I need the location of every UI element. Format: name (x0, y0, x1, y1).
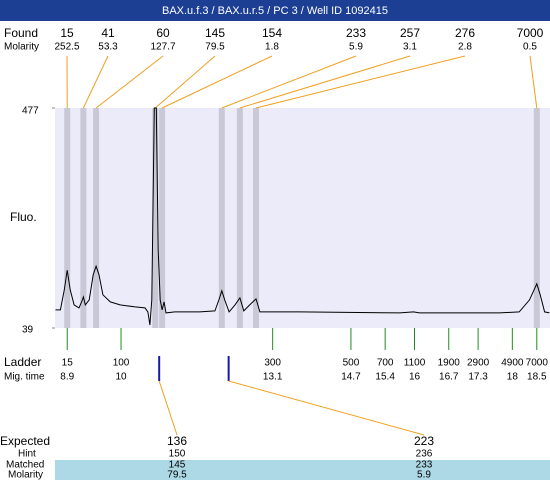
found-size: 145 (205, 26, 225, 40)
expected-size: 136 (167, 434, 187, 448)
found-size: 41 (101, 26, 115, 40)
found-size: 257 (400, 26, 420, 40)
ladder-mig-time: 18.5 (527, 372, 547, 383)
found-size: 276 (455, 26, 475, 40)
peak-connector (529, 55, 538, 109)
peak-band (218, 108, 225, 328)
plot-area (55, 108, 550, 328)
peak-band (93, 108, 100, 328)
expected-label: Expected (0, 434, 50, 448)
ladder-size: 2900 (467, 358, 490, 369)
expected-size: 223 (414, 434, 434, 448)
ladder-mig-time: 10 (115, 372, 127, 383)
ladder-size: 4900 (501, 358, 524, 369)
ladder-size: 100 (113, 358, 130, 369)
ladder-size: 300 (264, 358, 281, 369)
ladder-size: 7000 (526, 358, 549, 369)
found-molarity: 1.8 (265, 42, 279, 53)
ladder-mig-time: 15.4 (375, 372, 395, 383)
found-molarity: 5.9 (349, 42, 363, 53)
found-size: 7000 (517, 26, 544, 40)
ladder-size: 1100 (404, 358, 426, 369)
peak-connector (161, 55, 273, 109)
found-size: 60 (156, 26, 170, 40)
expected-connector (158, 380, 178, 436)
peak-band (159, 108, 166, 328)
expected-matched: 145 (169, 460, 186, 471)
ladder-label: Ladder (4, 355, 41, 369)
matched-label: Matched (6, 460, 44, 471)
title-bar (0, 0, 550, 21)
ladder-mig-time: 13.1 (263, 372, 283, 383)
ladder-mig-time: 8.9 (60, 372, 74, 383)
ladder-mig-time: 16.7 (439, 372, 459, 383)
expected-hint: 150 (169, 449, 186, 460)
ladder-mig-time: 17.3 (468, 372, 488, 383)
found-molarity: 252.5 (54, 42, 79, 53)
ladder-mig-time: 16 (409, 372, 421, 383)
ladder-size: 500 (343, 358, 360, 369)
found-molarity: 79.5 (205, 42, 225, 53)
expected-molarity: 5.9 (417, 470, 431, 480)
expected-molarity: 79.5 (167, 470, 187, 480)
chart-title: BAX.u.f.3 / BAX.u.r.5 / PC 3 / Well ID 1… (162, 5, 388, 17)
peak-connector (255, 55, 466, 109)
found-molarity: 2.8 (458, 42, 472, 53)
peak-connector (154, 55, 216, 109)
matched-band (55, 460, 550, 480)
expected-hint: 236 (416, 449, 433, 460)
trace (55, 107, 550, 326)
expected-matched: 233 (416, 460, 433, 471)
ladder-mig-time: 14.7 (341, 372, 361, 383)
found-molarity: 3.1 (403, 42, 417, 53)
found-size: 154 (262, 26, 282, 40)
y-axis-label: Fluo. (10, 210, 37, 224)
ladder-size: 1900 (438, 358, 461, 369)
mig-time-label: Mig. time (4, 372, 45, 383)
peak-connector (95, 55, 164, 109)
found-size: 15 (60, 26, 74, 40)
ladder-size: 15 (62, 358, 74, 369)
peak-connector (221, 55, 357, 109)
peak-band (533, 108, 540, 328)
peak-connector (82, 55, 109, 109)
ladder-size: 700 (377, 358, 394, 369)
found-molarity: 0.5 (523, 42, 537, 53)
found-molarity: 53.3 (98, 42, 118, 53)
expected-molarity-label: Molarity (8, 470, 43, 480)
peak-band (80, 108, 87, 328)
y-tick-label: 477 (22, 106, 39, 117)
peak-band (64, 108, 71, 328)
found-molarity: 127.7 (150, 42, 175, 53)
peak-connector (239, 55, 411, 109)
peak-band (253, 108, 260, 328)
y-tick-label: 39 (22, 325, 34, 336)
hint-label: Hint (18, 449, 36, 460)
found-molarity-label: Molarity (4, 42, 39, 53)
peak-band (236, 108, 243, 328)
peak-band (152, 108, 159, 328)
ladder-mig-time: 18 (507, 372, 519, 383)
found-label: Found (4, 26, 38, 40)
expected-connector (228, 380, 425, 436)
found-size: 233 (346, 26, 366, 40)
